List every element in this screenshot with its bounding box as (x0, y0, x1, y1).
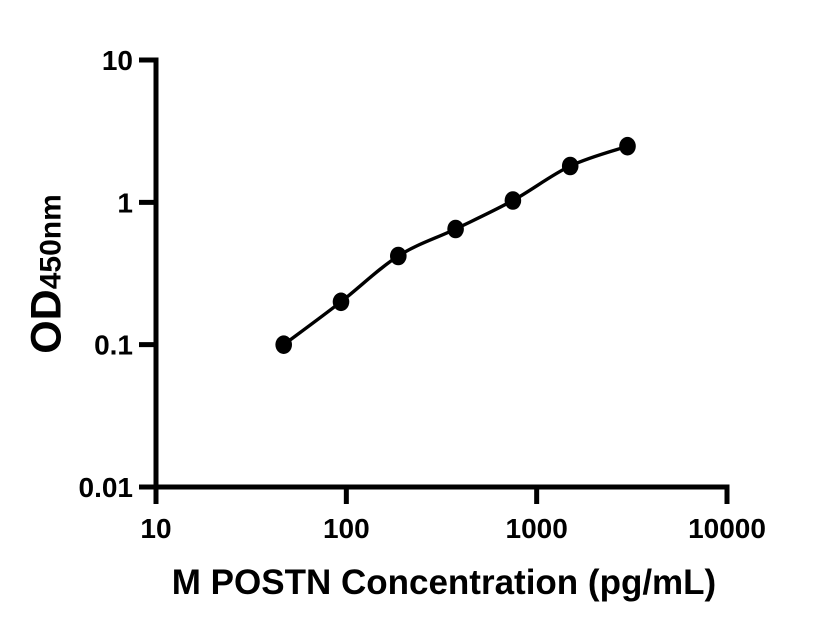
data-point-marker (561, 156, 579, 176)
standard-curve-line (282, 144, 629, 347)
data-point-marker (332, 292, 350, 312)
x-tick-label: 10000 (688, 513, 766, 544)
axis-tick-labels: 0.01 0.1 1 10 10 100 1000 10000 (79, 45, 766, 544)
y-axis-label: OD450nm (22, 194, 71, 354)
y-tick-label: 1 (117, 187, 133, 218)
data-point-marker (275, 335, 293, 355)
x-tick-label: 1000 (506, 513, 568, 544)
data-series (275, 136, 636, 355)
axis-ticks (139, 57, 730, 504)
data-point-marker (619, 136, 636, 156)
data-point-marker (504, 191, 522, 210)
y-tick-label: 10 (102, 45, 133, 76)
y-tick-label: 0.1 (94, 330, 133, 361)
data-point-marker (447, 219, 464, 239)
y-axis-label-subscript: 450nm (34, 194, 68, 290)
x-axis-label: M POSTN Concentration (pg/mL) (171, 563, 717, 602)
y-tick-label: 0.01 (79, 472, 134, 503)
y-axis-label-main: OD (22, 289, 71, 354)
x-tick-label: 10 (140, 513, 171, 544)
axes (153, 57, 730, 490)
data-point-marker (390, 246, 407, 266)
x-tick-label: 100 (323, 513, 370, 544)
